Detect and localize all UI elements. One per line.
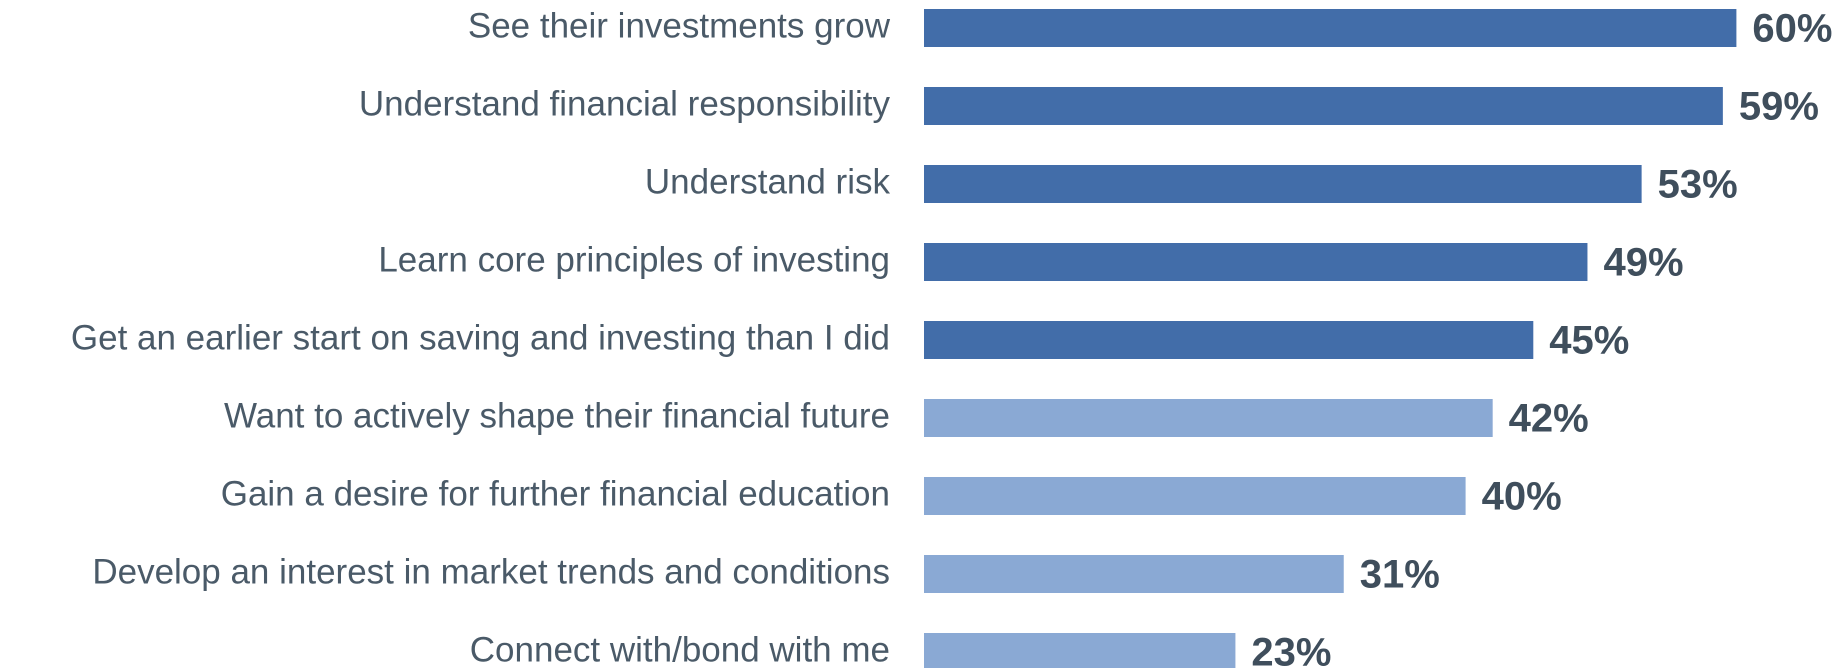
bar	[924, 243, 1588, 281]
value-label: 42%	[1509, 397, 1589, 441]
value-label: 49%	[1603, 241, 1683, 285]
bar	[924, 321, 1534, 359]
category-label: Get an earlier start on saving and inves…	[71, 318, 890, 357]
value-label: 23%	[1251, 631, 1331, 668]
category-label: Connect with/bond with me	[470, 630, 890, 668]
value-label: 59%	[1739, 85, 1819, 129]
category-label: Learn core principles of investing	[378, 240, 890, 279]
category-label: Develop an interest in market trends and…	[92, 552, 890, 591]
value-label: 60%	[1752, 7, 1832, 51]
category-label: Understand risk	[645, 162, 891, 201]
bar	[924, 477, 1466, 515]
bar	[924, 633, 1236, 668]
value-label: 53%	[1658, 163, 1738, 207]
category-label: Understand financial responsibility	[359, 84, 891, 123]
category-label: Want to actively shape their financial f…	[224, 396, 890, 435]
bar	[924, 9, 1737, 47]
category-label: See their investments grow	[468, 6, 891, 45]
value-label: 45%	[1549, 319, 1629, 363]
bar	[924, 165, 1642, 203]
value-label: 31%	[1360, 553, 1440, 597]
category-label: Gain a desire for further financial educ…	[221, 474, 890, 513]
bar	[924, 399, 1493, 437]
bar	[924, 555, 1344, 593]
bar	[924, 87, 1723, 125]
value-label: 40%	[1482, 475, 1562, 519]
